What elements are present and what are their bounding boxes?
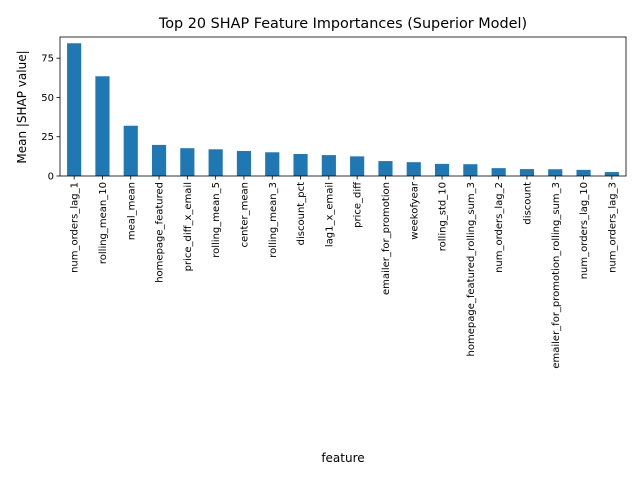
bar bbox=[151, 144, 167, 176]
bar bbox=[604, 172, 619, 176]
x-tick-label: lag1_x_email bbox=[324, 182, 335, 247]
bar bbox=[576, 169, 591, 176]
x-tick-label: emailer_for_promotion_rolling_sum_3 bbox=[551, 182, 562, 369]
y-axis-label: Mean |SHAP value| bbox=[15, 50, 29, 163]
bar bbox=[406, 162, 421, 176]
y-tick-label: 50 bbox=[41, 93, 54, 104]
x-tick-label: rolling_mean_3 bbox=[268, 182, 279, 258]
x-tick-label: center_mean bbox=[239, 182, 250, 248]
x-tick-label: rolling_std_10 bbox=[438, 182, 449, 251]
x-tick-label: num_orders_lag_2 bbox=[494, 182, 505, 273]
x-tick-label: num_orders_lag_1 bbox=[70, 182, 81, 273]
x-tick-label: discount bbox=[522, 182, 533, 225]
x-tick-label: weekofyear bbox=[409, 181, 420, 240]
bar bbox=[236, 151, 252, 176]
chart-title: Top 20 SHAP Feature Importances (Superio… bbox=[158, 16, 527, 32]
x-tick-label: homepage_featured_rolling_sum_3 bbox=[466, 182, 477, 356]
bar bbox=[293, 154, 308, 176]
bar bbox=[95, 76, 110, 176]
bar bbox=[180, 148, 195, 176]
y-tick-label: 75 bbox=[41, 54, 54, 65]
bar bbox=[67, 43, 82, 176]
x-tick-label: num_orders_lag_3 bbox=[607, 182, 618, 273]
bar bbox=[378, 161, 393, 176]
bar bbox=[350, 156, 365, 176]
plot-frame bbox=[59, 36, 627, 177]
x-tick-label: rolling_mean_10 bbox=[98, 182, 109, 264]
bar bbox=[321, 155, 336, 176]
x-axis-label: feature bbox=[321, 451, 364, 465]
x-tick-label: discount_pct bbox=[296, 182, 307, 245]
x-tick-label: homepage_featured bbox=[155, 182, 166, 283]
bar bbox=[548, 169, 563, 176]
bar bbox=[491, 168, 506, 176]
x-tick-label: num_orders_lag_10 bbox=[579, 182, 590, 279]
bar bbox=[434, 163, 450, 176]
x-tick-label: price_diff_x_email bbox=[183, 182, 194, 271]
bar bbox=[208, 149, 223, 176]
x-tick-label: emailer_for_promotion bbox=[381, 182, 392, 295]
bar bbox=[463, 164, 478, 176]
y-tick-label: 25 bbox=[41, 132, 54, 143]
x-tick-label: rolling_mean_5 bbox=[211, 182, 222, 258]
bar bbox=[123, 125, 138, 176]
x-tick-label: price_diff bbox=[353, 181, 364, 228]
x-tick-label: meal_mean bbox=[126, 182, 137, 240]
plot-area: 0 25 50 75 num_orders_lag_1 rolling_mean_10 me… bbox=[41, 36, 627, 369]
bar bbox=[265, 152, 280, 176]
y-tick-label: 0 bbox=[48, 172, 54, 183]
bar bbox=[519, 169, 535, 176]
